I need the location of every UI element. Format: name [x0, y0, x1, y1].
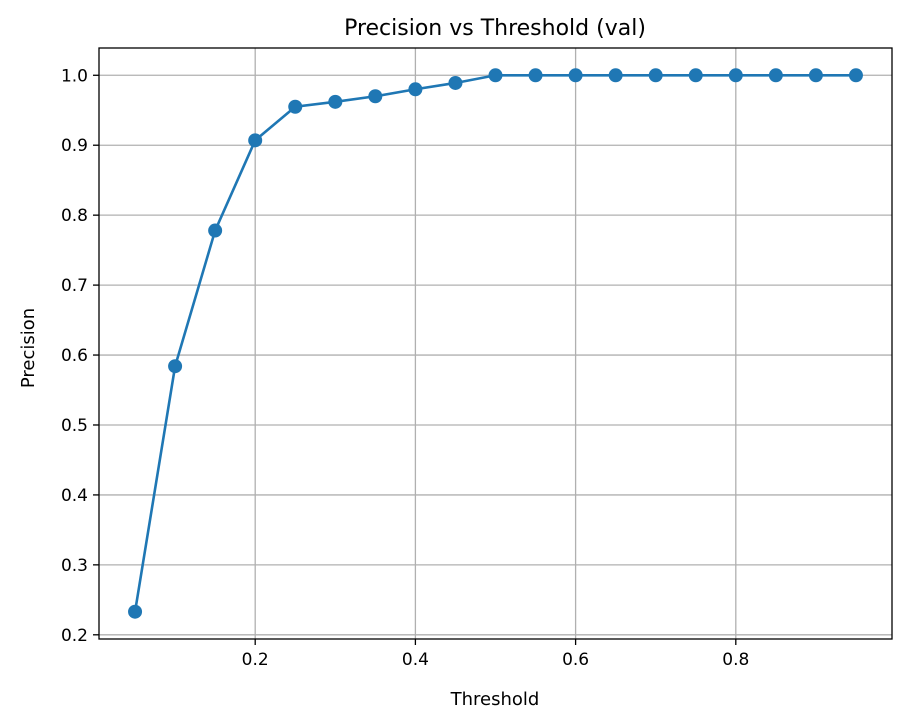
data-point [688, 68, 703, 83]
data-point [288, 99, 303, 114]
data-point [448, 75, 463, 90]
y-tick-label: 0.8 [61, 206, 88, 226]
tick-layer: 0.2 0.4 0.6 0.8 0.2 0.3 0.4 0.5 0.6 0.7 0.8 0.9 1.0 [61, 66, 749, 670]
data-point [808, 68, 823, 83]
data-point [848, 68, 863, 83]
data-point [368, 89, 383, 104]
precision-series-line [133, 73, 856, 612]
x-tick-label: 0.4 [402, 650, 429, 670]
y-tick-label: 1.0 [61, 66, 88, 86]
y-tick-label: 0.7 [61, 276, 88, 296]
data-point [528, 68, 543, 83]
x-tick-label: 0.2 [242, 650, 269, 670]
axes-frame [98, 47, 893, 640]
x-tick-label: 0.8 [722, 650, 749, 670]
chart-title: Precision vs Threshold (val) [344, 16, 646, 41]
data-point [728, 68, 743, 83]
data-point [408, 82, 423, 97]
data-point [248, 133, 263, 148]
y-tick-label: 0.5 [61, 416, 88, 436]
data-point [168, 359, 183, 374]
data-point [648, 68, 663, 83]
data-point [768, 68, 783, 83]
data-point [568, 68, 583, 83]
y-tick-label: 0.9 [61, 136, 88, 156]
y-tick-label: 0.6 [61, 346, 88, 366]
data-point [328, 94, 343, 109]
data-point [208, 223, 223, 238]
data-point [608, 68, 623, 83]
data-point [488, 68, 503, 83]
y-tick-label: 0.3 [61, 556, 88, 576]
x-tick-label: 0.6 [562, 650, 589, 670]
data-point [128, 604, 143, 619]
y-tick-label: 0.4 [61, 486, 88, 506]
y-axis-label: Precision [18, 308, 39, 388]
series-layer [128, 68, 863, 619]
grid-layer [99, 48, 892, 639]
x-axis-label: Threshold [450, 689, 540, 710]
y-tick-label: 0.2 [61, 626, 88, 646]
